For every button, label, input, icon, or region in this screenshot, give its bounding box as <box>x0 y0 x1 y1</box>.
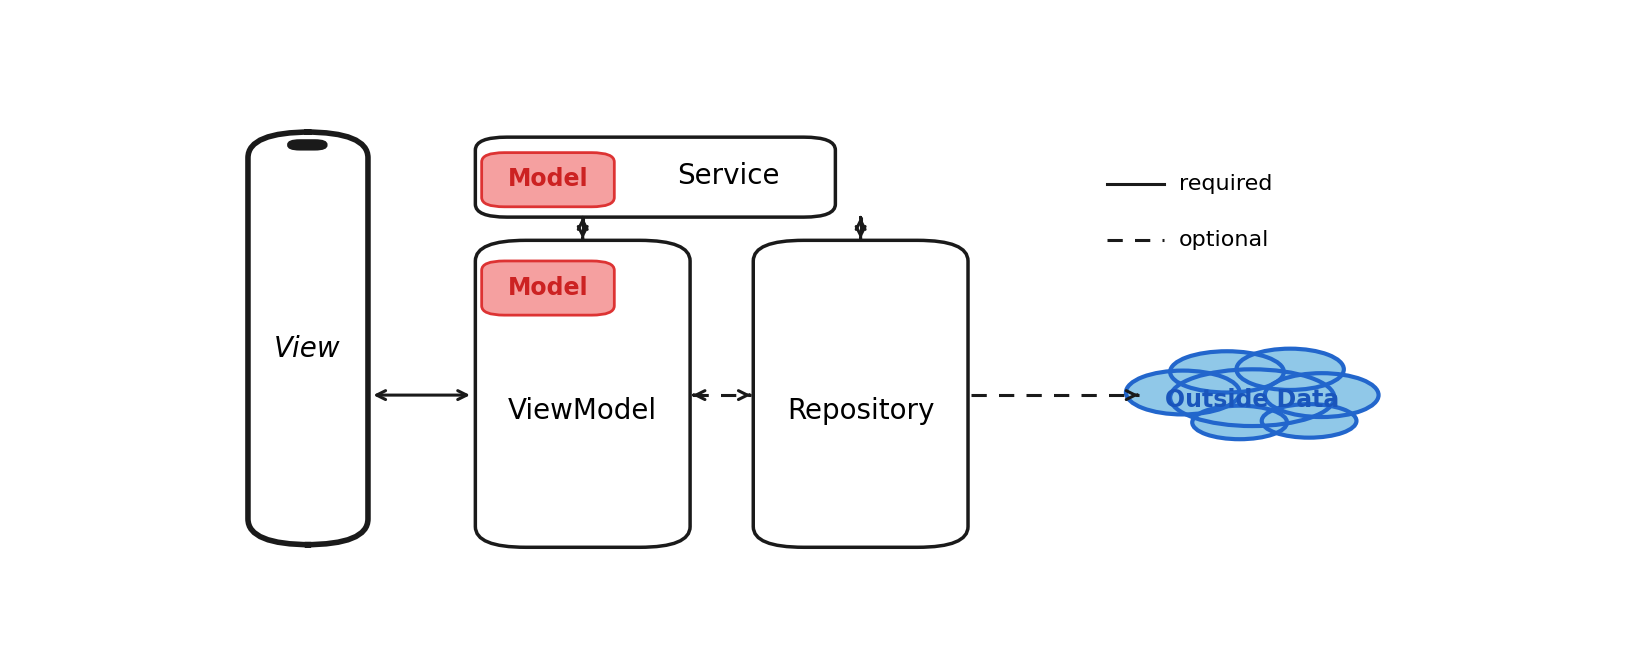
Text: Outside Data: Outside Data <box>1165 388 1340 412</box>
FancyBboxPatch shape <box>287 139 328 151</box>
Text: optional: optional <box>1178 230 1270 251</box>
Text: required: required <box>1178 174 1273 194</box>
Ellipse shape <box>1170 351 1284 393</box>
Ellipse shape <box>1170 369 1335 426</box>
Text: ViewModel: ViewModel <box>509 397 657 425</box>
FancyBboxPatch shape <box>482 153 615 207</box>
FancyBboxPatch shape <box>753 241 968 547</box>
FancyBboxPatch shape <box>476 137 836 217</box>
Text: Service: Service <box>676 162 779 190</box>
FancyBboxPatch shape <box>482 261 615 315</box>
Text: Repository: Repository <box>787 397 934 425</box>
Ellipse shape <box>1265 373 1379 417</box>
Ellipse shape <box>1126 371 1239 415</box>
Text: View: View <box>274 335 341 362</box>
Text: Model: Model <box>509 168 588 192</box>
Ellipse shape <box>1192 405 1288 440</box>
FancyBboxPatch shape <box>248 132 368 545</box>
Ellipse shape <box>1262 404 1356 438</box>
Ellipse shape <box>1237 348 1343 390</box>
Text: Model: Model <box>509 276 588 299</box>
FancyBboxPatch shape <box>476 241 689 547</box>
